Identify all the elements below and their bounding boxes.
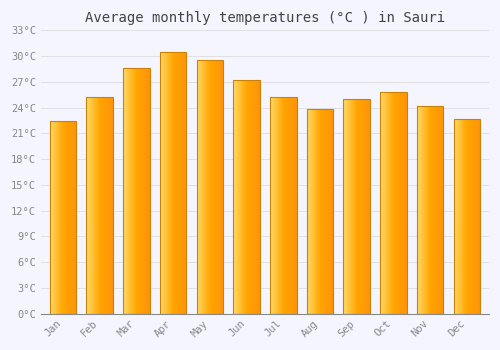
Bar	[307, 110, 333, 314]
Bar	[380, 92, 406, 314]
Title: Average monthly temperatures (°C ) in Sauri: Average monthly temperatures (°C ) in Sa…	[85, 11, 445, 25]
Bar	[344, 99, 370, 314]
Bar	[270, 97, 296, 314]
Bar	[50, 120, 76, 314]
Bar	[454, 119, 480, 314]
Bar	[196, 61, 223, 314]
Bar	[160, 52, 186, 314]
Bar	[123, 68, 150, 314]
Bar	[234, 80, 260, 314]
Bar	[86, 97, 113, 314]
Bar	[417, 106, 444, 314]
